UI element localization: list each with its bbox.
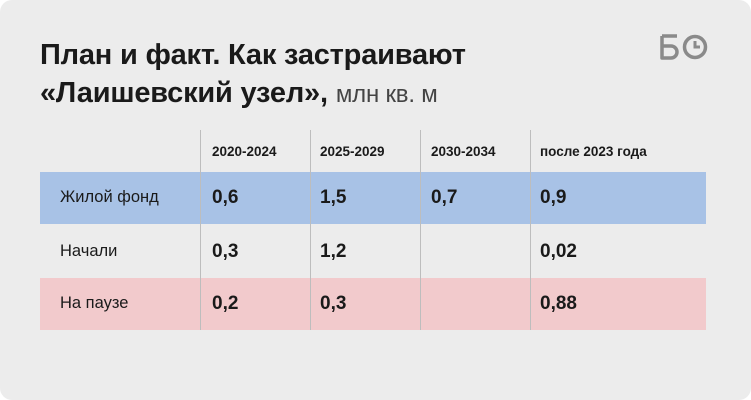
title-line-2-text: «Лаишевский узел», bbox=[40, 77, 328, 109]
column-header: 2020-2024 bbox=[212, 144, 277, 159]
column-header: после 2023 года bbox=[540, 144, 647, 159]
table-cell: 0,2 bbox=[212, 293, 239, 314]
row-label: На паузе bbox=[60, 294, 129, 312]
table-row-started: Начали 0,3 1,2 0,02 bbox=[40, 226, 706, 278]
table-header-row: 2020-2024 2025-2029 2030-2034 после 2023… bbox=[40, 130, 706, 172]
table-cell: 1,5 bbox=[320, 187, 347, 208]
table-cell: 0,88 bbox=[540, 293, 577, 314]
row-label: Начали bbox=[60, 242, 118, 260]
table-cell: 0,3 bbox=[320, 293, 347, 314]
column-divider bbox=[200, 130, 201, 330]
column-divider bbox=[310, 130, 311, 330]
table-cell: 0,7 bbox=[431, 187, 458, 208]
table-row-paused: На паузе 0,2 0,3 0,88 bbox=[40, 278, 706, 330]
data-table: 2020-2024 2025-2029 2030-2034 после 2023… bbox=[40, 130, 706, 330]
bo-logo-icon bbox=[660, 34, 708, 60]
page-title: План и факт. Как застраивают «Лаишевский… bbox=[40, 36, 640, 114]
column-divider bbox=[530, 130, 531, 330]
column-header: 2025-2029 bbox=[320, 144, 385, 159]
table-cell: 1,2 bbox=[320, 241, 347, 262]
title-units: млн кв. м bbox=[335, 81, 438, 108]
row-label: Жилой фонд bbox=[60, 188, 159, 206]
table-cell: 0,9 bbox=[540, 187, 567, 208]
table-cell: 0,3 bbox=[212, 241, 239, 262]
table-cell: 0,02 bbox=[540, 241, 577, 262]
column-divider bbox=[420, 130, 421, 330]
title-line-2: «Лаишевский узел», млн кв. м bbox=[40, 74, 640, 114]
column-header: 2030-2034 bbox=[431, 144, 496, 159]
table-cell: 0,6 bbox=[212, 187, 239, 208]
table-row-housing-stock: Жилой фонд 0,6 1,5 0,7 0,9 bbox=[40, 172, 706, 224]
title-line-1: План и факт. Как застраивают bbox=[40, 39, 466, 71]
